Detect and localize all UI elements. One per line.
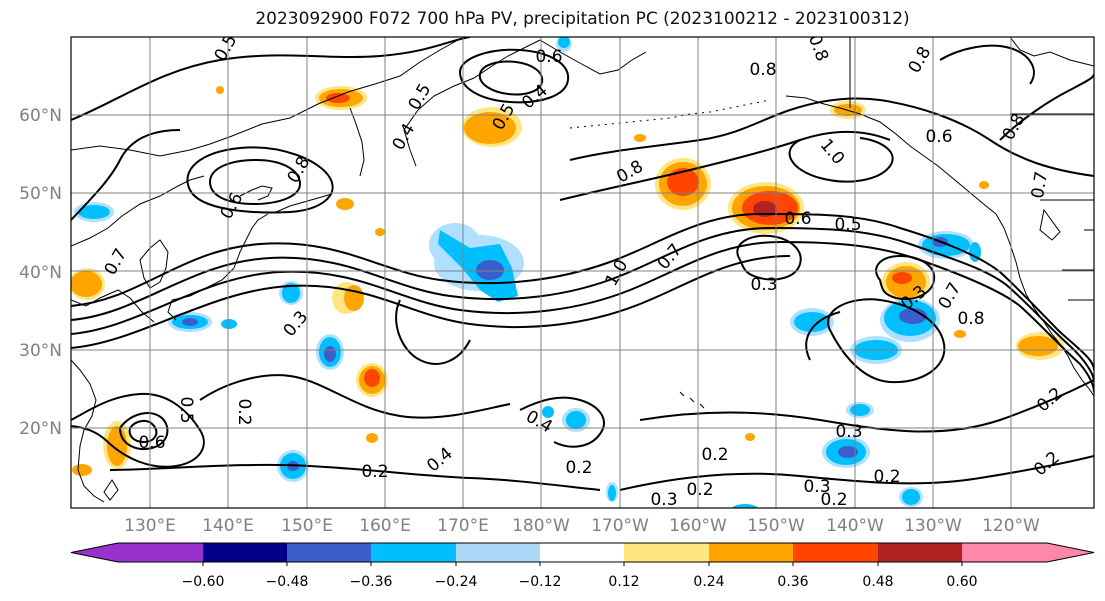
colorbar-tick-label: −0.36 [350, 574, 393, 590]
contour-label: 0.2 [701, 445, 728, 465]
contour-label: 0.6 [925, 127, 952, 147]
colorbar-tick-label: 0.24 [693, 574, 724, 590]
contour-label: 0.3 [835, 422, 862, 442]
contour-label: 0.2 [820, 490, 847, 510]
colorbar-tick-label: 0.36 [777, 574, 808, 590]
colorbar-tick-labels: −0.60 −0.48 −0.36 −0.24 −0.12 0.12 0.24 … [182, 574, 978, 590]
contour-label: 0.3 [803, 477, 830, 497]
contour-label: 0.5 [834, 215, 861, 235]
lon-label: 160°W [669, 516, 727, 536]
lat-labels: 60°N 50°N 40°N 30°N 20°N [19, 106, 62, 439]
lat-label: 30°N [19, 341, 62, 361]
contour-label: 0.2 [361, 462, 388, 482]
lon-labels: 130°E 140°E 150°E 160°E 170°E 180°W 170°… [124, 516, 1040, 536]
map-background [71, 37, 1094, 508]
lon-label: 170°E [437, 516, 489, 536]
pv-contours [71, 37, 1094, 491]
colorbar-tick-label: −0.48 [266, 574, 309, 590]
contour-label: 0.6 [535, 47, 562, 67]
contour-label: 0.8 [957, 309, 984, 329]
precip-cores [182, 93, 948, 471]
colorbar-tick-label: 0.12 [608, 574, 639, 590]
colorbar-segment [709, 543, 793, 562]
lon-label: 130°W [904, 516, 962, 536]
colorbar-tick-label: 0.60 [946, 574, 977, 590]
lon-label: 160°E [359, 516, 411, 536]
colorbar-tick-label: −0.24 [435, 574, 478, 590]
colorbar-segment [878, 543, 962, 562]
lon-label: 170°W [591, 516, 649, 536]
map-content: 0.5 0.60.40.50.80.80.50.40.60.80.81.0 0.60… [71, 37, 1094, 510]
lon-label: 140°E [202, 516, 254, 536]
colorbar-segment [540, 543, 624, 562]
lat-label: 50°N [19, 184, 62, 204]
contour-label: 0.6 [138, 433, 165, 453]
coastlines [71, 37, 1094, 503]
contour-label: 0.2 [873, 467, 900, 487]
colorbar-segment [287, 543, 371, 562]
map-frame [70, 36, 1095, 509]
lon-label: 130°E [124, 516, 176, 536]
colorbar-segment [456, 543, 540, 562]
colorbar-segment [371, 543, 456, 562]
colorbar-tick-label: −0.60 [182, 574, 225, 590]
contour-label: 0.3 [750, 275, 777, 295]
gridlines [71, 37, 1094, 508]
colorbar-outline [70, 542, 1095, 563]
contour-labels: 0.5 0.60.40.50.80.80.50.40.60.80.81.0 0.60… [101, 37, 1067, 510]
colorbar [70, 542, 1095, 566]
contour-label: 0.3 [650, 490, 677, 510]
colorbar-segment [962, 543, 1094, 562]
colorbar-tick-label: −0.12 [519, 574, 562, 590]
contour-label: 0.8 [749, 60, 776, 80]
lat-label: 20°N [19, 419, 62, 439]
colorbar-tick-label: 0.48 [862, 574, 893, 590]
contour-label: 0.5 [176, 396, 196, 423]
lon-label: 150°E [281, 516, 333, 536]
contour-label: 0.2 [565, 458, 592, 478]
lon-label: 150°W [747, 516, 805, 536]
lon-label: 140°W [826, 516, 884, 536]
colorbar-segment [71, 543, 203, 562]
figure-title: 2023092900 F072 700 hPa PV, precipitatio… [255, 9, 910, 29]
colorbar-segment [793, 543, 878, 562]
contour-label: 0.2 [686, 480, 713, 500]
lat-label: 60°N [19, 106, 62, 126]
contour-label: 0.6 [784, 209, 811, 229]
contour-label: 0.2 [234, 398, 254, 425]
lat-label: 40°N [19, 263, 62, 283]
contour-label: 0.7 [1028, 170, 1052, 200]
colorbar-segment [203, 543, 287, 562]
lon-label: 180°W [512, 516, 570, 536]
colorbar-segment [624, 543, 709, 562]
lon-label: 120°W [982, 516, 1040, 536]
